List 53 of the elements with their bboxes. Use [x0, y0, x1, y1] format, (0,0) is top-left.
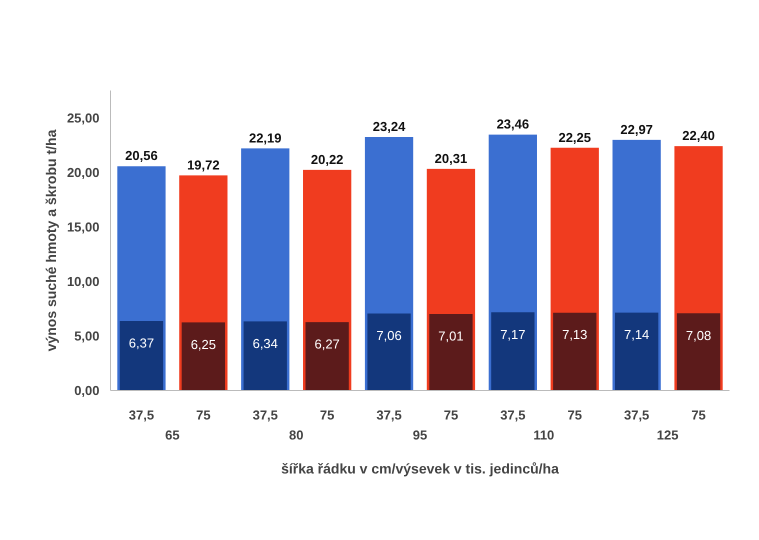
- data-label: 7,08: [686, 328, 712, 343]
- data-label: 22,40: [682, 128, 715, 144]
- data-label: 20,56: [125, 148, 158, 164]
- text: 65: [165, 428, 180, 442]
- text: 80: [288, 428, 304, 442]
- data-label: 23,46: [496, 116, 530, 132]
- y-tick-label: 25,00: [66, 110, 100, 126]
- text: 110: [533, 428, 554, 442]
- y-axis-title: výnos suché hmoty a škrobu t/ha: [42, 129, 59, 352]
- y-tick-label: 5,00: [74, 328, 100, 344]
- x-tick-label: 37,5: [500, 408, 526, 422]
- bar: [244, 321, 287, 390]
- data-label: 7,13: [562, 327, 588, 342]
- data-label: 7,01: [438, 328, 464, 344]
- x-tick-label: 37,5: [252, 408, 278, 422]
- x-tick-label: 37,5: [376, 408, 402, 422]
- bar: [676, 313, 720, 390]
- x-axis-title: šířka řádku v cm/výsevek v tis. jedinců/ha: [281, 460, 560, 476]
- data-label: 6,37: [128, 336, 154, 351]
- text: 125: [656, 428, 678, 442]
- data-label: 23,24: [372, 118, 406, 134]
- data-label: 19,72: [187, 157, 220, 172]
- data-label: 22,19: [248, 130, 282, 146]
- bar: [182, 322, 226, 390]
- y-tick-label: 15,00: [66, 219, 100, 234]
- text: 95: [412, 428, 428, 442]
- data-label: 7,14: [624, 327, 650, 342]
- bar: [614, 312, 658, 390]
- bar: [305, 322, 349, 390]
- bar: [491, 312, 535, 390]
- x-tick-label: 75: [320, 408, 334, 422]
- data-label: 22,25: [558, 130, 592, 145]
- x-tick-label: 37,5: [128, 408, 154, 422]
- y-tick-label: 10,00: [66, 274, 100, 289]
- x-tick-label: 75: [568, 408, 582, 422]
- bar: [367, 313, 411, 390]
- data-label: 22,97: [620, 122, 653, 137]
- data-label: 6,34: [252, 336, 278, 351]
- x-tick-label: 75: [444, 408, 458, 422]
- data-label: 6,25: [190, 336, 216, 352]
- y-tick-label: 20,00: [66, 164, 100, 180]
- data-label: 20,22: [310, 152, 344, 167]
- x-tick-label: 75: [691, 408, 706, 422]
- y-tick-label: 0,00: [74, 383, 100, 398]
- data-label: 7,06: [376, 328, 402, 343]
- data-label: 6,27: [314, 336, 340, 352]
- x-tick-label: 75: [196, 408, 211, 422]
- x-tick-label: 37,5: [624, 408, 650, 422]
- data-label: 20,31: [434, 150, 468, 166]
- bar: [553, 312, 596, 390]
- bar: [429, 314, 473, 390]
- bar: [120, 321, 164, 390]
- data-label: 7,17: [500, 326, 526, 342]
